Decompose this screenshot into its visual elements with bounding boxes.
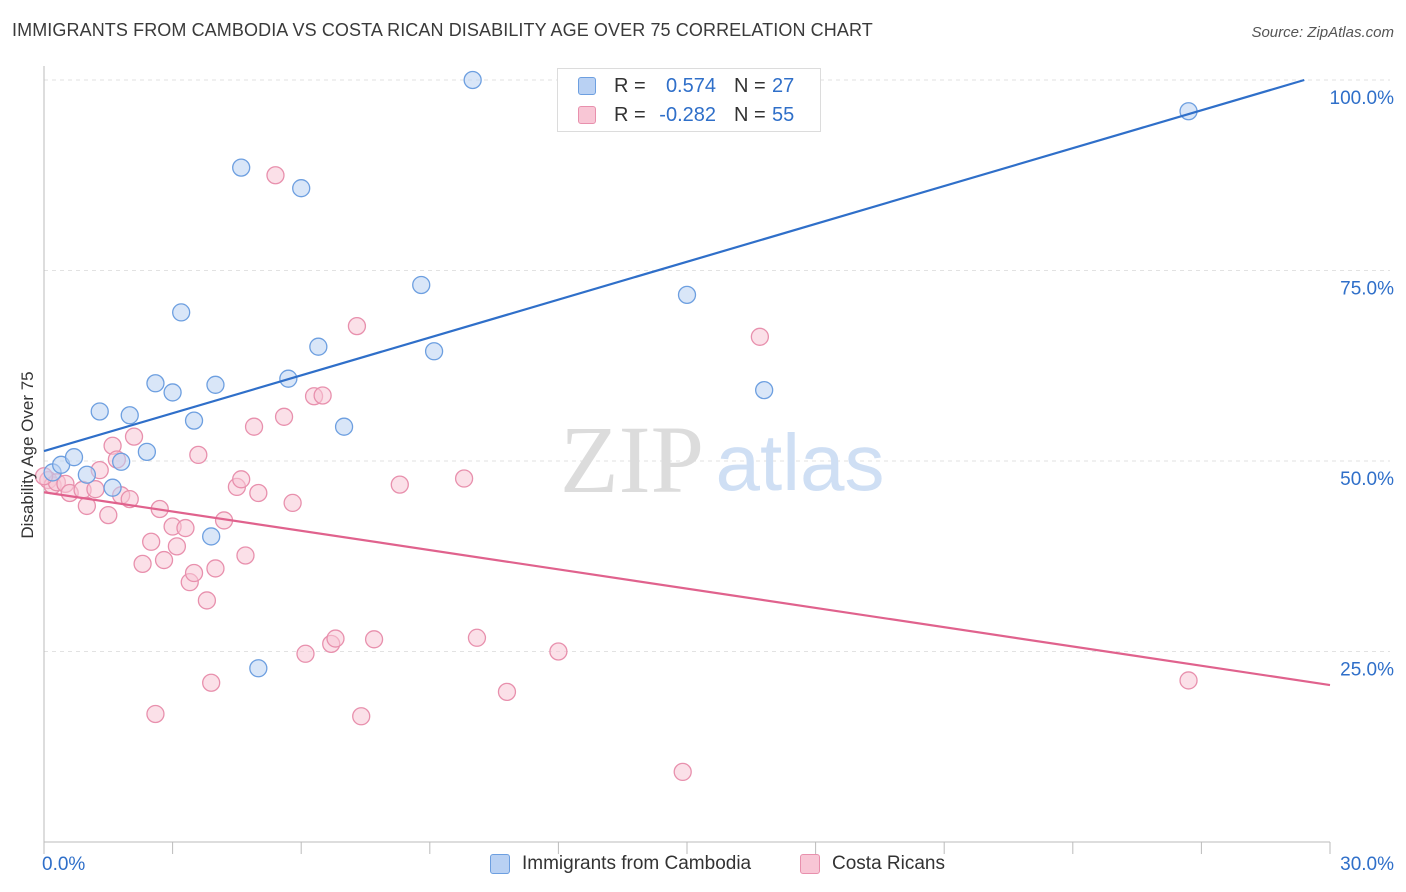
point-costa-ricans bbox=[467, 628, 487, 647]
n-value: 27 bbox=[772, 75, 795, 97]
point-costa-ricans bbox=[347, 316, 367, 336]
point-costa-ricans bbox=[99, 505, 118, 525]
stats-swatch-cambodia bbox=[578, 77, 596, 95]
point-costa-ricans bbox=[202, 673, 221, 692]
legend-swatch-costa-ricans bbox=[800, 854, 820, 874]
point-costa-ricans bbox=[244, 417, 264, 436]
grid-lines bbox=[44, 79, 1390, 652]
point-cambodia bbox=[463, 70, 482, 90]
point-cambodia bbox=[412, 275, 431, 295]
trend-line-costa-ricans bbox=[43, 491, 1331, 687]
y-tick-label: 50.0% bbox=[1340, 469, 1394, 490]
point-costa-ricans bbox=[326, 629, 345, 648]
point-costa-ricans bbox=[184, 563, 204, 583]
legend-label-cambodia: Immigrants from Cambodia bbox=[522, 853, 752, 874]
point-costa-ricans bbox=[142, 532, 161, 551]
data-points bbox=[34, 70, 1198, 782]
point-costa-ricans bbox=[206, 559, 225, 578]
trend-lines bbox=[43, 78, 1331, 687]
legend-label-costa-ricans: Costa Ricans bbox=[832, 853, 945, 874]
point-costa-ricans bbox=[236, 546, 255, 565]
point-costa-ricans bbox=[549, 642, 568, 661]
watermark: ZIP atlas bbox=[560, 406, 884, 513]
point-costa-ricans bbox=[283, 493, 302, 513]
y-tick-labels: 25.0% 50.0% 75.0% 100.0% bbox=[1330, 88, 1395, 681]
n-label: N = bbox=[734, 75, 766, 97]
point-costa-ricans bbox=[189, 445, 208, 465]
point-costa-ricans bbox=[77, 496, 97, 516]
point-costa-ricans bbox=[124, 427, 144, 446]
legend-swatch-cambodia bbox=[490, 854, 510, 874]
point-cambodia bbox=[292, 179, 311, 198]
point-costa-ricans bbox=[274, 407, 294, 426]
point-cambodia bbox=[112, 452, 131, 471]
point-cambodia bbox=[163, 383, 182, 402]
r-label: R = bbox=[614, 104, 646, 126]
point-costa-ricans bbox=[390, 475, 409, 494]
chart-legend: Immigrants from Cambodia Costa Ricans bbox=[0, 852, 1406, 878]
correlation-stats-box: R = 0.574 N = 27 R = -0.282 N = 55 bbox=[557, 68, 821, 132]
n-value: 55 bbox=[772, 104, 795, 126]
x-ticks bbox=[43, 842, 1331, 854]
watermark-zip: ZIP bbox=[560, 406, 704, 513]
point-costa-ricans bbox=[232, 470, 251, 489]
y-tick-label: 25.0% bbox=[1340, 660, 1394, 681]
point-costa-ricans bbox=[1179, 671, 1198, 690]
point-cambodia bbox=[103, 478, 122, 497]
r-value: -0.282 bbox=[659, 104, 716, 126]
point-costa-ricans bbox=[313, 386, 332, 405]
n-label: N = bbox=[734, 104, 766, 126]
point-cambodia bbox=[64, 448, 84, 467]
point-costa-ricans bbox=[497, 682, 517, 702]
point-cambodia bbox=[232, 158, 251, 177]
point-costa-ricans bbox=[133, 554, 152, 574]
chart-source: Source: ZipAtlas.com bbox=[1251, 24, 1394, 41]
y-axis-label: Disability Age Over 75 bbox=[18, 371, 37, 539]
point-cambodia bbox=[334, 417, 354, 436]
point-cambodia bbox=[206, 375, 225, 394]
trend-line-cambodia bbox=[43, 78, 1305, 453]
point-costa-ricans bbox=[352, 707, 371, 726]
point-costa-ricans bbox=[154, 550, 174, 570]
point-costa-ricans bbox=[673, 762, 692, 782]
point-costa-ricans bbox=[167, 537, 187, 556]
stats-row-cambodia: R = 0.574 N = 27 bbox=[558, 71, 820, 101]
point-cambodia bbox=[90, 402, 109, 421]
point-cambodia bbox=[172, 303, 191, 322]
watermark-atlas: atlas bbox=[716, 418, 885, 507]
point-cambodia bbox=[309, 337, 328, 356]
point-cambodia bbox=[202, 527, 221, 546]
y-tick-label: 75.0% bbox=[1340, 279, 1394, 300]
point-costa-ricans bbox=[266, 166, 285, 185]
x-tick-labels: 0.0% 30.0% bbox=[42, 854, 1394, 875]
point-cambodia bbox=[184, 411, 204, 430]
x-tick-label: 0.0% bbox=[42, 854, 85, 875]
point-costa-ricans bbox=[146, 704, 165, 724]
r-value: 0.574 bbox=[665, 75, 716, 97]
stats-row-costa-ricans: R = -0.282 N = 55 bbox=[558, 100, 820, 130]
chart-title: IMMIGRANTS FROM CAMBODIA VS COSTA RICAN … bbox=[12, 20, 873, 40]
r-label: R = bbox=[614, 75, 646, 97]
point-costa-ricans bbox=[750, 327, 770, 346]
point-costa-ricans bbox=[176, 518, 195, 538]
point-cambodia bbox=[137, 442, 157, 462]
point-cambodia bbox=[677, 285, 697, 305]
point-cambodia bbox=[755, 380, 774, 400]
point-cambodia bbox=[120, 406, 139, 425]
point-cambodia bbox=[249, 659, 268, 678]
point-cambodia bbox=[77, 465, 97, 484]
point-costa-ricans bbox=[454, 469, 474, 488]
point-costa-ricans bbox=[364, 630, 384, 649]
point-cambodia bbox=[146, 374, 165, 393]
y-tick-label: 100.0% bbox=[1330, 88, 1395, 109]
point-costa-ricans bbox=[197, 591, 217, 610]
point-cambodia bbox=[424, 342, 444, 361]
point-costa-ricans bbox=[296, 644, 315, 663]
point-costa-ricans bbox=[249, 483, 268, 503]
x-tick-label: 30.0% bbox=[1340, 854, 1394, 875]
stats-swatch-costa-ricans bbox=[578, 106, 596, 124]
